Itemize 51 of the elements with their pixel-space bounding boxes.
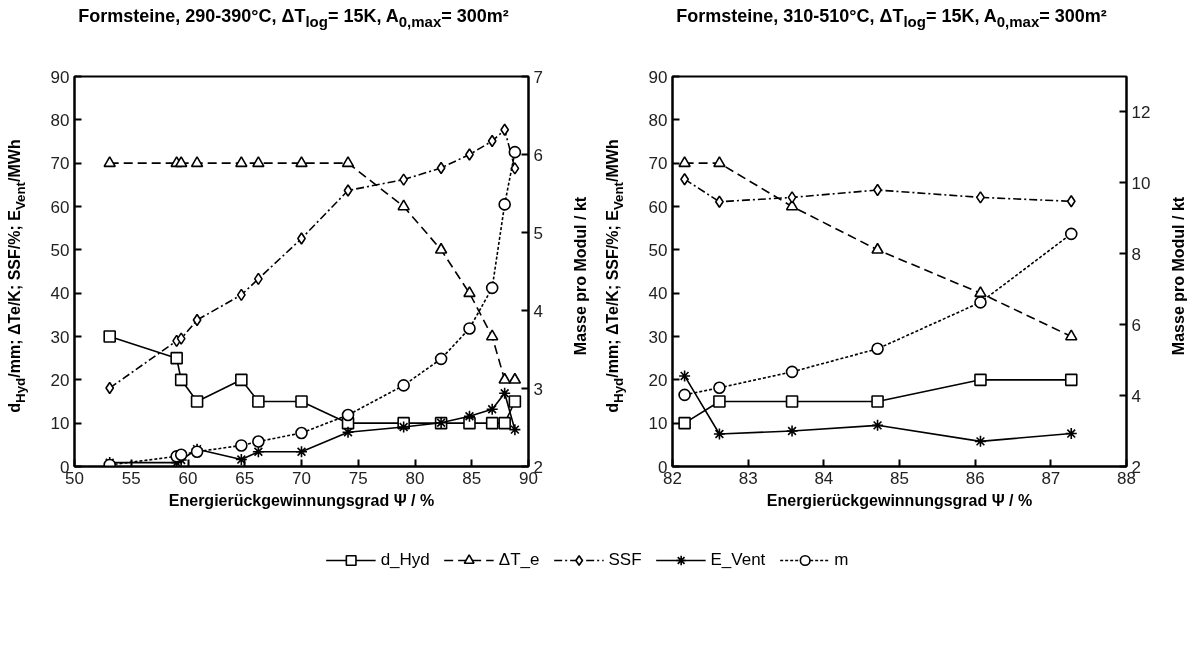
- y2-tick-label: 4: [1131, 386, 1141, 406]
- y-tick-label: 10: [648, 414, 668, 434]
- y2-tick-label: 12: [1131, 102, 1151, 122]
- x-tick-label: 83: [738, 468, 758, 488]
- x-axis-title: Energierückgewinnungsgrad Ψ / %: [766, 491, 1033, 509]
- x-tick-label: 85: [462, 468, 482, 488]
- x-tick-label: 86: [965, 468, 985, 488]
- x-tick-label: 65: [235, 468, 255, 488]
- x-tick-label: 80: [405, 468, 425, 488]
- y-tick-label: 80: [648, 110, 668, 130]
- chart-title: Formsteine, 310-510°C, ΔT$_{log}$= 15K, A$_{0,max}$= 300m²: [675, 5, 1108, 32]
- x-axis-title: Energierückgewinnungsgrad Ψ / %: [168, 491, 435, 509]
- y-tick-label: 10: [50, 414, 70, 434]
- y-tick-label: 90: [50, 67, 70, 87]
- legend-label: m: [834, 550, 850, 570]
- y-tick-label: 70: [648, 154, 668, 174]
- y2-axis-title: Masse pro Modul / kt: [570, 196, 590, 356]
- y2-tick-label: 6: [533, 145, 543, 165]
- y-tick-label: 70: [50, 154, 70, 174]
- y2-tick-label: 10: [1131, 173, 1151, 193]
- y-tick-label: 60: [648, 197, 668, 217]
- y2-tick-label: 4: [533, 301, 543, 321]
- chart-title: Formsteine, 290-390°C, ΔT$_{log}$= 15K, A$_{0,max}$= 300m²: [77, 5, 510, 32]
- y-tick-label: 50: [648, 240, 668, 260]
- y2-tick-label: 7: [533, 67, 543, 87]
- x-tick-label: 70: [292, 468, 311, 488]
- y-tick-label: 30: [648, 327, 668, 347]
- y-tick-label: 40: [648, 284, 668, 304]
- x-tick-label: 85: [890, 468, 909, 488]
- x-tick-label: 55: [121, 468, 141, 488]
- x-tick-label: 84: [814, 468, 834, 488]
- y-tick-label: 40: [50, 284, 70, 304]
- y2-tick-label: 8: [1131, 244, 1141, 264]
- y-tick-label: 60: [50, 197, 70, 217]
- legend-label: E_Vent: [710, 550, 766, 570]
- x-tick-label: 60: [178, 468, 198, 488]
- x-tick-label: 75: [348, 468, 368, 488]
- y2-axis-title: Masse pro Modul / kt: [1168, 196, 1188, 356]
- y-tick-label: 20: [648, 370, 668, 390]
- y2-tick-label: 5: [533, 223, 543, 243]
- y2-tick-label: 3: [533, 379, 543, 399]
- x-tick-label: 87: [1041, 468, 1061, 488]
- y2-tick-label: 6: [1131, 315, 1141, 335]
- y-tick-label: 20: [50, 370, 70, 390]
- y-tick-label: 50: [50, 240, 70, 260]
- legend-label: SSF: [608, 550, 642, 570]
- legend-label: d_Hyd: [380, 550, 430, 570]
- y-tick-label: 80: [50, 110, 70, 130]
- y-tick-label: 30: [50, 327, 70, 347]
- y-tick-label: 90: [648, 67, 668, 87]
- legend-label: ΔT_e: [498, 550, 540, 570]
